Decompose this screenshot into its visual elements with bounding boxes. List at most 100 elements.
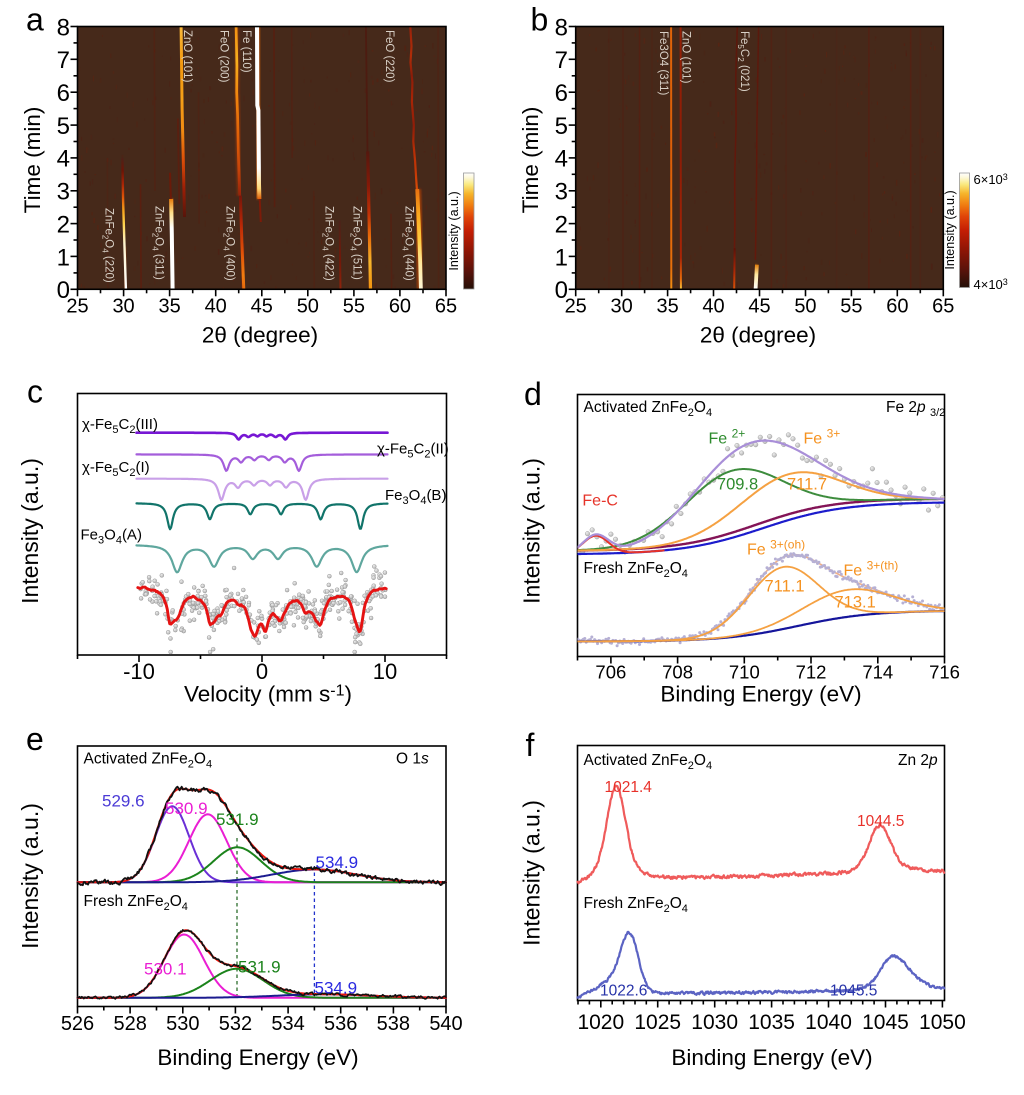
svg-text:2θ (degree): 2θ (degree): [202, 323, 318, 348]
svg-text:45: 45: [251, 296, 273, 318]
svg-text:30: 30: [611, 296, 633, 318]
svg-text:1022.6: 1022.6: [600, 982, 647, 999]
svg-text:Velocity (mm s-1​): Velocity (mm s-1​): [184, 682, 352, 707]
svg-text:b: b: [531, 1, 549, 37]
svg-text:7: 7: [57, 47, 70, 74]
svg-text:529.6: 529.6: [102, 792, 145, 811]
svg-text:Intensity (a.u.): Intensity (a.u.): [447, 191, 461, 270]
svg-text:55: 55: [343, 296, 365, 318]
svg-text:Zn 2p: Zn 2p: [898, 752, 938, 769]
svg-text:538: 538: [377, 1013, 410, 1035]
svg-text:6×103: 6×103: [974, 172, 1008, 187]
svg-text:ZnFe2​O4​ (400): ZnFe2​O4​ (400): [222, 206, 236, 281]
svg-text:Activated ZnFe2​O4​: Activated ZnFe2​O4​: [584, 399, 713, 419]
svg-text:ZnO (101): ZnO (101): [680, 31, 692, 84]
svg-text:8: 8: [57, 14, 70, 41]
svg-text:4: 4: [57, 146, 70, 173]
svg-text:2: 2: [555, 211, 568, 238]
svg-text:ZnFe2​O4​ (311): ZnFe2​O4​ (311): [151, 206, 165, 280]
svg-text:-10: -10: [123, 659, 155, 684]
svg-text:Fe3​O4​(B): Fe3​O4​(B): [385, 487, 446, 507]
svg-text:χ-Fe5​C2​(III): χ-Fe5​C2​(III): [82, 416, 158, 436]
svg-text:ZnO (101): ZnO (101): [181, 30, 193, 83]
svg-text:540: 540: [429, 1013, 462, 1035]
svg-text:6: 6: [57, 80, 70, 107]
svg-text:ZnFe2​O4​ (220): ZnFe2​O4​ (220): [101, 208, 115, 283]
svg-text:55: 55: [840, 296, 862, 318]
svg-text:Fresh ZnFe2​O4​: Fresh ZnFe2​O4​: [584, 560, 688, 580]
svg-text:6: 6: [555, 80, 568, 107]
svg-text:0: 0: [57, 277, 70, 304]
svg-text:706: 706: [595, 662, 626, 683]
svg-text:1045: 1045: [862, 1011, 909, 1034]
svg-text:Intensity (a.u.): Intensity (a.u.): [17, 803, 43, 949]
svg-text:60: 60: [389, 296, 411, 318]
svg-text:ZnFe2​O4​ (440): ZnFe2​O4​ (440): [401, 206, 415, 281]
svg-text:1044.5: 1044.5: [857, 813, 904, 830]
svg-text:Intensity (a.u.): Intensity (a.u.): [943, 190, 957, 269]
svg-text:0: 0: [256, 659, 268, 684]
svg-text:8: 8: [555, 14, 568, 41]
svg-text:10: 10: [373, 659, 397, 684]
svg-text:710: 710: [729, 662, 760, 683]
svg-text:1035: 1035: [748, 1011, 795, 1034]
svg-text:0: 0: [555, 277, 568, 304]
svg-text:40: 40: [702, 296, 724, 318]
svg-text:5: 5: [57, 113, 70, 140]
svg-text:709.8: 709.8: [717, 476, 758, 494]
svg-text:1030: 1030: [691, 1011, 738, 1034]
svg-text:Binding Energy (eV): Binding Energy (eV): [660, 682, 861, 707]
svg-text:3: 3: [57, 179, 70, 206]
svg-text:65: 65: [932, 296, 954, 318]
svg-text:FeO (200): FeO (200): [218, 30, 230, 83]
svg-text:35: 35: [159, 296, 181, 318]
svg-text:1020: 1020: [577, 1011, 624, 1034]
svg-text:Binding Energy (eV): Binding Energy (eV): [671, 1045, 872, 1070]
svg-text:60: 60: [886, 296, 908, 318]
svg-text:712: 712: [796, 662, 827, 683]
svg-text:ZnFe2​O4​ (422): ZnFe2​O4​ (422): [321, 206, 335, 281]
svg-text:7: 7: [555, 47, 568, 74]
svg-text:534.9: 534.9: [316, 853, 359, 872]
svg-text:534.9: 534.9: [315, 979, 358, 998]
svg-text:528: 528: [113, 1013, 146, 1035]
svg-text:Fe-C: Fe-C: [582, 493, 618, 510]
svg-text:Intensity (a.u.): Intensity (a.u.): [519, 458, 545, 604]
svg-text:1: 1: [57, 244, 70, 271]
svg-text:2θ (degree): 2θ (degree): [700, 323, 816, 348]
svg-text:1: 1: [555, 244, 568, 271]
svg-text:1025: 1025: [634, 1011, 681, 1034]
svg-text:1021.4: 1021.4: [605, 779, 653, 796]
svg-text:Fe5​C2​ (021): Fe5​C2​ (021): [736, 31, 750, 92]
svg-text:Binding Energy (eV): Binding Energy (eV): [157, 1045, 358, 1070]
svg-text:50: 50: [794, 296, 816, 318]
svg-text:f: f: [526, 727, 535, 763]
svg-text:530.9: 530.9: [165, 799, 208, 818]
svg-text:714: 714: [862, 662, 893, 683]
svg-text:Fe3O4 (311): Fe3O4 (311): [657, 31, 669, 96]
svg-text:534: 534: [271, 1013, 304, 1035]
svg-text:4: 4: [555, 146, 568, 173]
svg-text:Fresh ZnFe2​O4​: Fresh ZnFe2​O4​: [84, 893, 188, 913]
svg-text:1045.5: 1045.5: [830, 982, 877, 999]
svg-text:708: 708: [662, 662, 693, 683]
svg-text:713.1: 713.1: [835, 594, 876, 612]
svg-text:716: 716: [929, 662, 960, 683]
svg-text:Fe3​O4​(A): Fe3​O4​(A): [81, 526, 142, 546]
svg-text:50: 50: [297, 296, 319, 318]
svg-text:FeO (220): FeO (220): [383, 30, 395, 83]
svg-text:O 1s: O 1s: [396, 750, 429, 767]
svg-text:c: c: [27, 374, 43, 410]
svg-text:30: 30: [112, 296, 134, 318]
svg-text:1040: 1040: [805, 1011, 852, 1034]
svg-text:Fresh ZnFe2​O4​: Fresh ZnFe2​O4​: [584, 895, 688, 915]
svg-text:530: 530: [166, 1013, 199, 1035]
svg-text:526: 526: [61, 1013, 94, 1035]
svg-text:35: 35: [656, 296, 678, 318]
svg-text:Time (min): Time (min): [518, 107, 543, 214]
svg-text:Activated ZnFe2​O4​: Activated ZnFe2​O4​: [84, 750, 213, 770]
svg-text:e: e: [26, 721, 44, 757]
svg-text:25: 25: [66, 296, 88, 318]
svg-text:25: 25: [565, 296, 587, 318]
svg-text:χ-Fe5​C2​(II): χ-Fe5​C2​(II): [377, 441, 449, 461]
